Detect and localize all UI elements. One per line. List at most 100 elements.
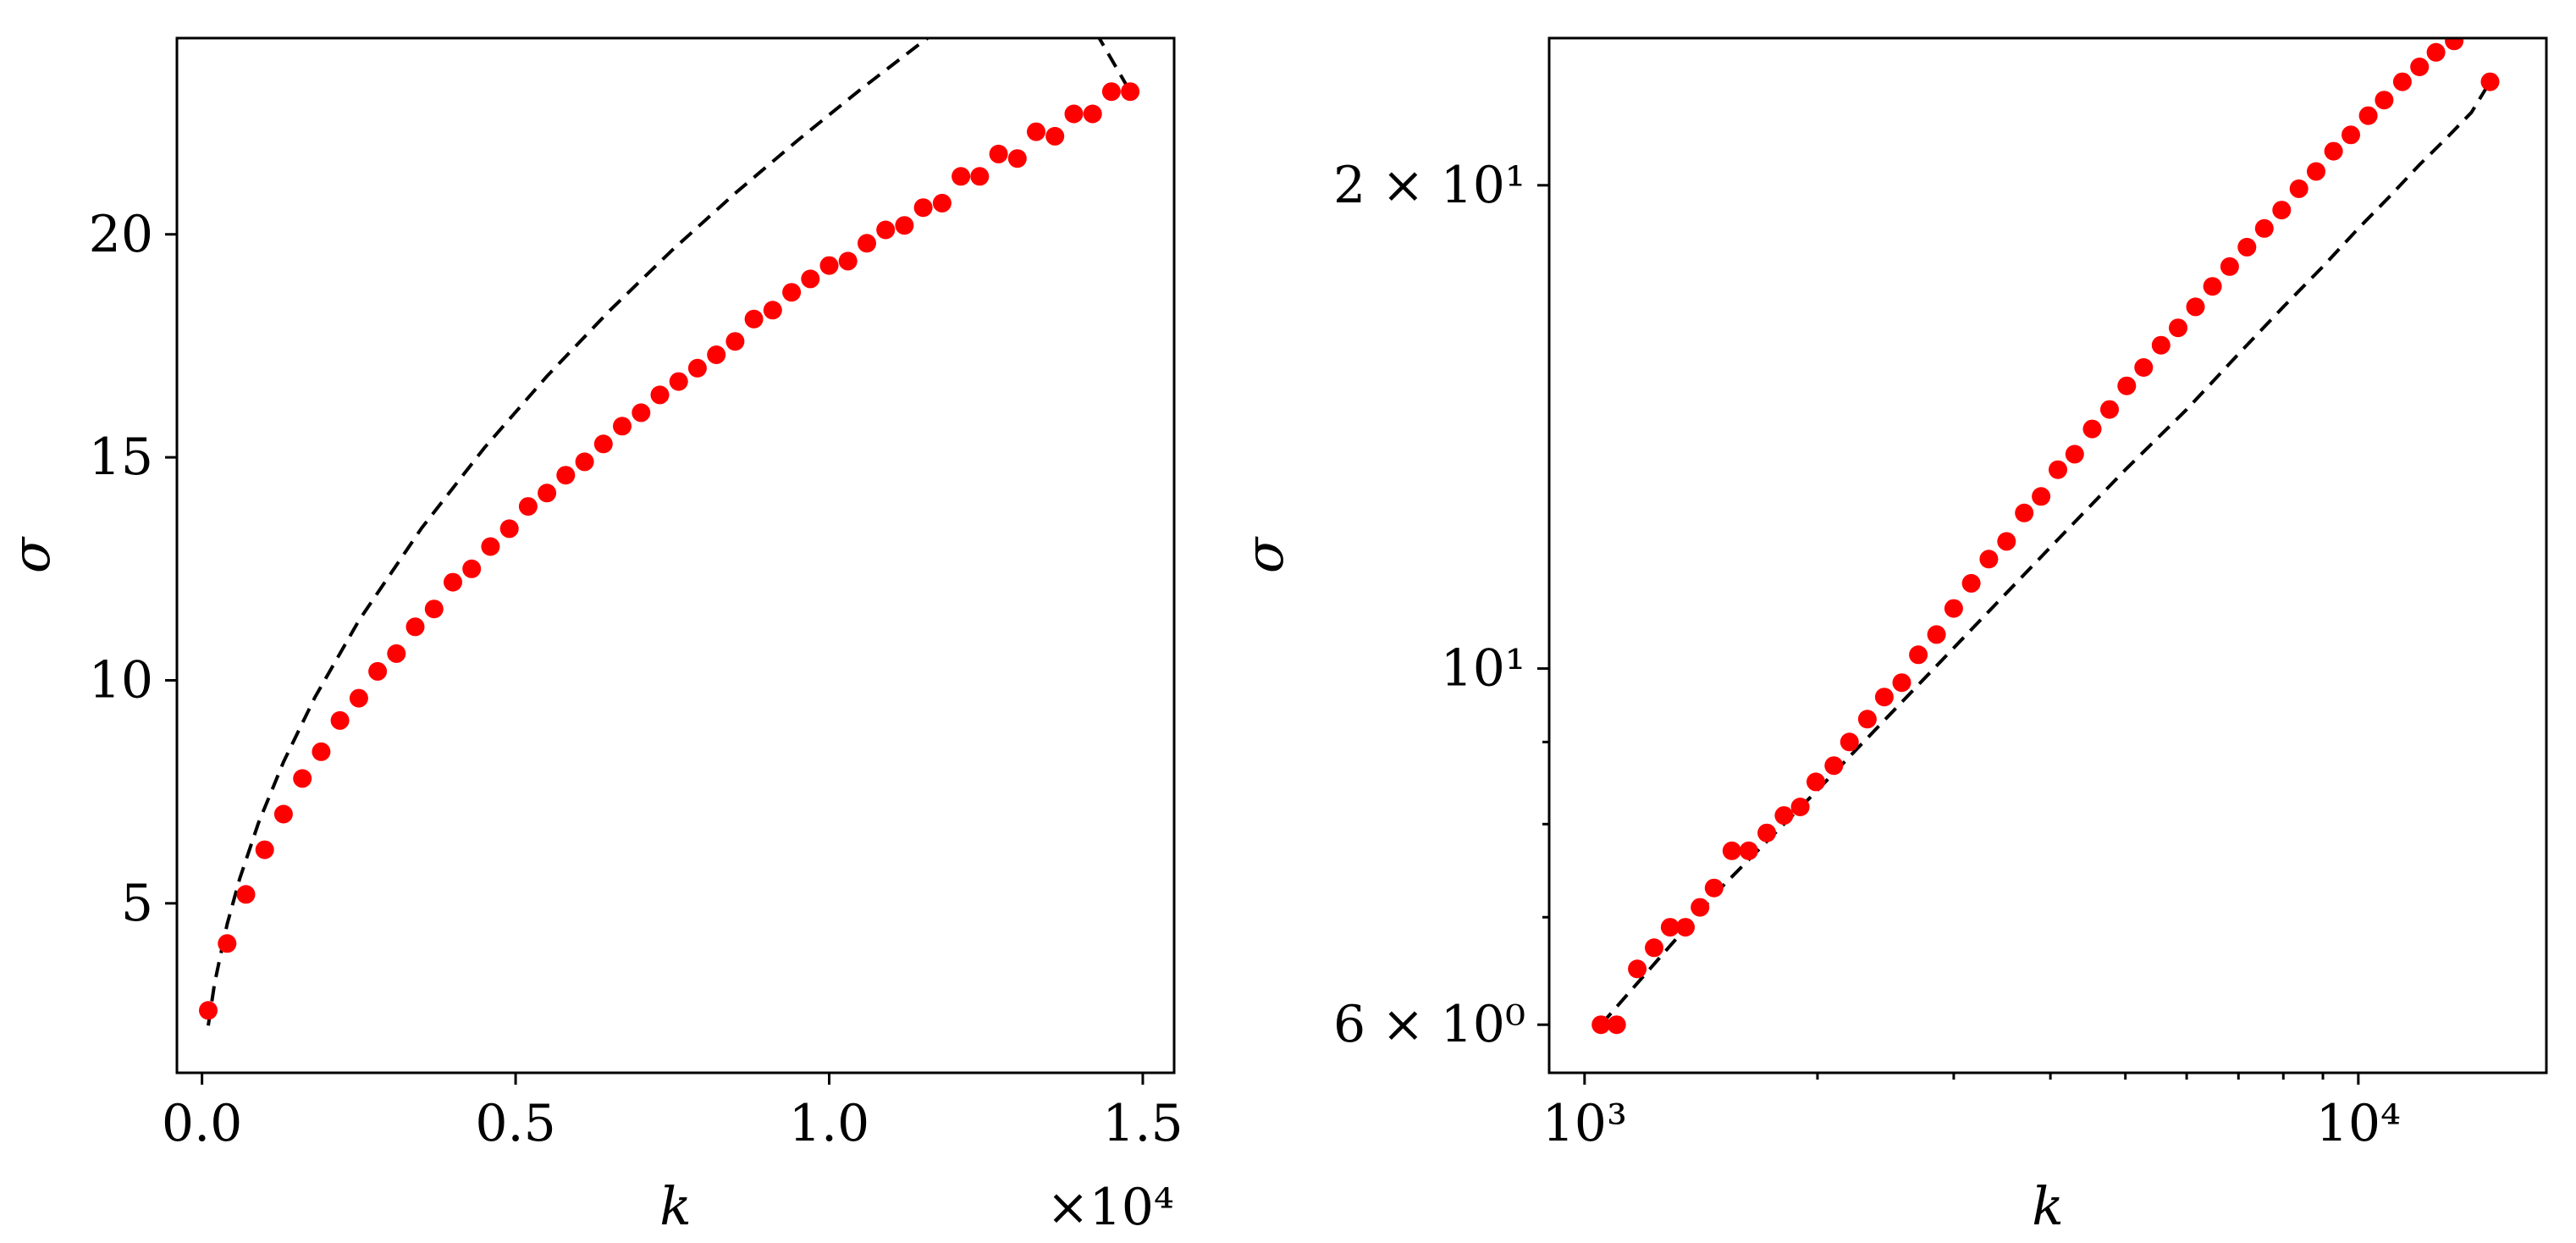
right-data-point [1979,550,1999,569]
left-data-point [858,234,876,253]
left-x-tick-label: 0.0 [162,1094,242,1153]
left-data-point [462,559,482,578]
left-data-point [1083,104,1102,124]
right-data-point [1997,532,2016,551]
left-plot: 0.0 0.5 1.0 1.5 5 10 15 20 k ×10⁴ σ [0,36,1183,1237]
left-data-point [368,661,388,681]
left-data-point [312,742,331,761]
left-data-point [669,372,688,391]
left-data-point [1045,126,1065,146]
left-data-point [199,1001,218,1020]
right-plot-ticks: 10³ 10⁴ 6 × 10⁰ 10¹ 2 × 10¹ [1333,156,2401,1153]
right-data-point [2032,487,2051,506]
right-data-point [1691,898,1710,917]
right-data-point [1628,959,1647,979]
left-y-tick-label: 15 [89,428,153,487]
left-data-point [782,283,802,302]
right-data-point [2342,125,2360,145]
left-data-point [1027,122,1045,141]
right-y-tick-label: 2 × 10¹ [1333,156,1525,215]
right-data-point [1807,772,1825,792]
right-data-point [2203,277,2222,296]
right-data-point [2272,201,2292,220]
right-data-point [1909,645,1928,665]
right-y-tick-label: 10¹ [1441,639,1525,699]
left-data-point [687,358,707,378]
left-data-point [970,167,990,186]
left-y-axis-label: σ [0,536,62,573]
right-data-point [2307,162,2325,181]
right-data-point [1676,918,1695,937]
right-data-point [1927,625,1946,644]
left-data-point [744,309,764,329]
left-x-offset-label: ×10⁴ [1046,1178,1174,1237]
right-data-point [2065,445,2084,464]
left-data-point [236,885,256,904]
right-plot-marks [1591,38,2500,1035]
left-y-tick-label: 20 [89,205,153,264]
right-fit-line [1599,80,2492,1026]
left-data-point [819,256,839,275]
right-data-point [2375,91,2394,110]
left-data-point [838,251,858,271]
left-data-point [499,519,519,539]
left-data-point [593,434,613,454]
right-plot: 10³ 10⁴ 6 × 10⁰ 10¹ 2 × 10¹ k σ [1233,36,2548,1237]
right-data-point [2169,318,2187,338]
left-data-point [707,345,726,364]
right-data-point [2254,218,2274,238]
left-data-point [405,617,425,637]
left-fit-line [207,38,1132,1026]
left-data-point [518,497,538,517]
right-data-point [2151,335,2171,355]
right-data-point [2237,237,2257,257]
left-data-point [1101,82,1121,102]
left-data-point [273,804,293,824]
right-data-point [1774,806,1794,826]
left-plot-ticks: 0.0 0.5 1.0 1.5 5 10 15 20 [89,205,1183,1153]
left-y-tick-label: 10 [89,650,153,710]
right-data-point [1739,841,1758,860]
left-x-tick-label: 0.5 [475,1094,555,1153]
left-data-point [632,403,651,423]
right-data-point [2426,42,2446,62]
right-data-point [1944,599,1963,618]
left-data-point [613,417,632,436]
right-y-tick-label: 6 × 10⁰ [1333,995,1525,1054]
right-data-point [1892,673,1911,693]
left-data-point [989,144,1008,163]
left-data-point [725,332,745,351]
left-data-point [556,466,576,485]
right-data-point [2049,460,2067,479]
right-data-point [2082,419,2102,439]
right-data-point [1722,841,1741,860]
left-x-tick-label: 1.0 [789,1094,869,1153]
left-x-tick-label: 1.5 [1102,1094,1183,1153]
left-data-point [932,193,952,213]
right-data-point [1757,823,1777,842]
right-data-point [1840,732,1859,752]
left-y-tick-label: 5 [121,874,153,933]
right-data-point [2015,503,2034,522]
right-data-point [2186,297,2205,317]
right-data-point [1857,710,1877,729]
right-data-point [2358,106,2378,125]
left-data-point [913,198,933,218]
right-data-point [1824,756,1844,776]
left-data-point [895,216,914,235]
left-data-point [349,688,368,708]
left-data-point [255,840,274,859]
right-data-point [1704,878,1724,898]
right-x-tick-label: 10⁴ [2316,1094,2401,1153]
right-data-point [2289,179,2308,198]
left-data-point [952,167,971,186]
right-data-point [1961,573,1981,593]
left-data-point [293,769,312,788]
right-data-point [2100,400,2119,419]
right-data-point [2117,376,2137,395]
right-data-point [1591,1015,1611,1035]
left-data-point [876,220,896,240]
right-y-axis-label: σ [1233,536,1295,573]
right-x-tick-label: 10³ [1542,1094,1627,1153]
